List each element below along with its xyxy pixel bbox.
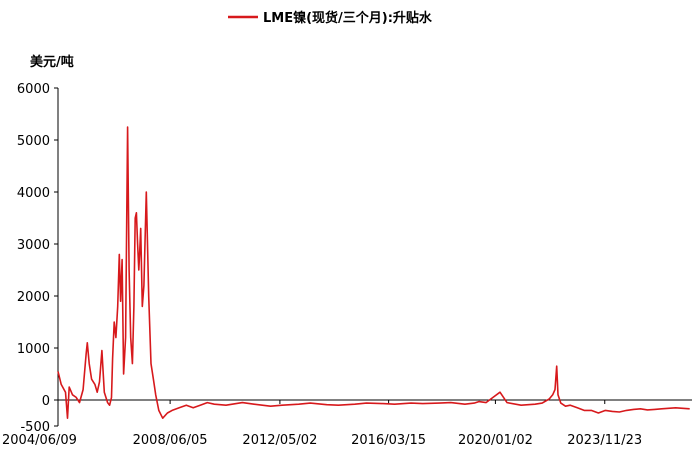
y-tick-label: 5000 [17,134,50,149]
y-tick-label: 6000 [17,82,50,97]
x-tick-label: 2012/05/02 [242,433,317,448]
y-axis-ticks: 6000 5000 4000 3000 2000 1000 0 -500 [17,82,58,435]
legend-entry: LME镍(现货/三个月):升贴水 [263,10,433,26]
y-tick-label: 4000 [17,186,50,201]
series-line [57,126,690,420]
x-tick-label: 2016/03/15 [351,433,426,448]
y-tick-label: -500 [20,420,50,435]
y-tick-label: 1000 [17,342,50,357]
x-tick-label: 2004/06/09 [2,433,77,448]
y-tick-label: 0 [42,394,50,409]
x-tick-label: 2023/11/23 [567,433,642,448]
x-tick-label: 2020/01/02 [458,433,533,448]
y-tick-label: 2000 [17,290,50,305]
x-tick-label: 2008/06/05 [133,433,208,448]
y-tick-label: 3000 [17,238,50,253]
y-axis-unit-label: 美元/吨 [30,54,74,70]
legend: LME镍(现货/三个月):升贴水 [228,10,433,26]
x-axis-ticks: 2004/06/09 2008/06/05 2012/05/02 2016/03/15… [2,400,642,448]
